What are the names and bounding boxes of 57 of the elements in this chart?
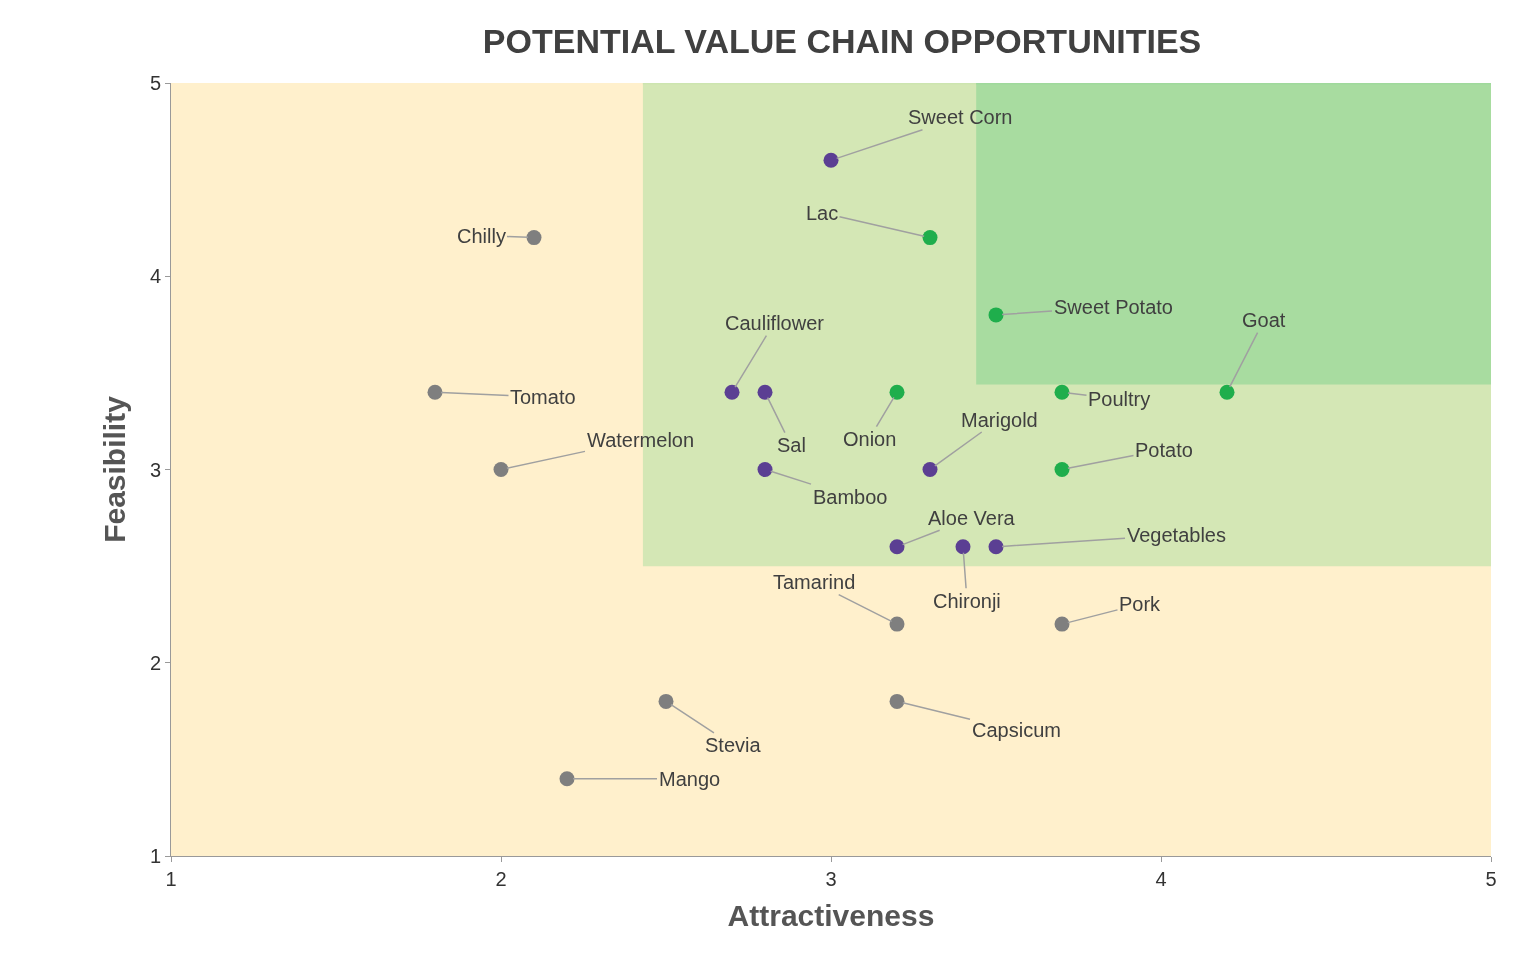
point	[889, 693, 905, 709]
annotation: Lac	[806, 202, 839, 224]
chart-title: POTENTIAL VALUE CHAIN OPPORTUNITIES	[482, 22, 1202, 61]
annotation: Cauliflower	[725, 312, 825, 334]
annotation: Chironji	[933, 590, 1001, 612]
annotation: Poultry	[1088, 388, 1151, 410]
point	[658, 693, 674, 709]
point	[493, 462, 509, 477]
point	[889, 616, 905, 632]
y-tick-label: 1	[149, 845, 161, 867]
annotation: Watermelon	[587, 429, 695, 451]
annotation: Vegetables	[1127, 524, 1226, 546]
y-tick-label: 5	[149, 72, 161, 94]
x-tick-label: 1	[165, 868, 177, 890]
point	[1219, 384, 1235, 400]
point	[823, 152, 839, 168]
point	[559, 771, 575, 787]
point	[922, 230, 938, 246]
y-tick-label: 4	[149, 265, 161, 288]
annotation: Stevia	[705, 734, 762, 756]
x-tick-label: 2	[495, 868, 507, 890]
annotation: Pork	[1119, 593, 1162, 615]
point	[889, 539, 905, 555]
annotation: Sweet Corn	[908, 106, 1013, 128]
x-tick-label: 4	[1155, 868, 1167, 890]
annotation: Sweet Potato	[1054, 296, 1173, 318]
y-axis-title: Feasibility	[97, 395, 131, 543]
x-axis-title: Attractiveness	[727, 898, 935, 932]
annotation: Tomato	[510, 386, 576, 408]
point	[757, 384, 773, 400]
annotation: Mango	[659, 768, 721, 790]
point	[955, 539, 971, 555]
annotation: Sal	[777, 434, 806, 456]
point	[1054, 462, 1070, 477]
point	[1054, 616, 1070, 632]
point	[988, 539, 1004, 555]
point	[988, 307, 1004, 323]
point	[427, 384, 443, 400]
annotation: Tamarind	[773, 571, 856, 593]
point	[1054, 384, 1070, 400]
point	[889, 384, 905, 400]
annotation: Chilly	[457, 225, 506, 247]
x-tick-label: 3	[825, 868, 837, 890]
y-tick-label: 3	[149, 458, 161, 481]
point	[757, 462, 773, 477]
annotation: Bamboo	[813, 486, 888, 508]
x-tick-label: 5	[1485, 868, 1497, 890]
annotation: Marigold	[961, 409, 1038, 431]
annotation: Aloe Vera	[928, 507, 1016, 529]
point	[724, 384, 740, 400]
annotation: Goat	[1242, 309, 1286, 331]
annotation: Onion	[843, 428, 897, 450]
point	[526, 230, 542, 246]
point	[922, 462, 938, 477]
annotation: Potato	[1135, 439, 1193, 461]
annotation: Capsicum	[972, 719, 1061, 741]
y-tick-label: 2	[149, 651, 161, 674]
